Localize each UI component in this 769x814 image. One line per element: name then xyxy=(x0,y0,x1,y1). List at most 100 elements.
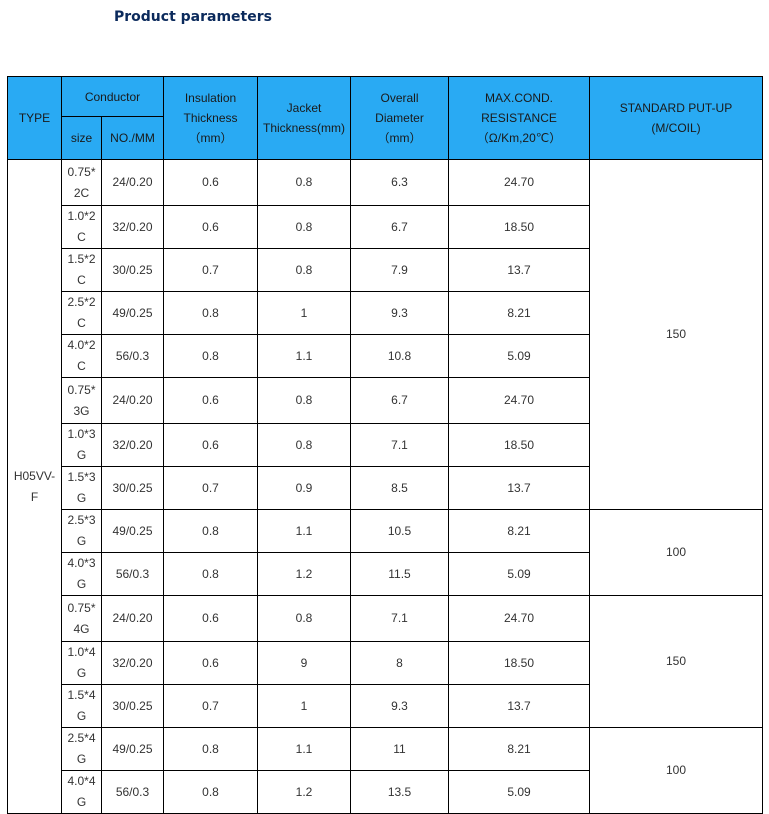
insulation-cell: 0.6 xyxy=(163,377,258,424)
strand-cell: 56/0.3 xyxy=(101,552,164,596)
header-no-mm: NO./MM xyxy=(101,116,164,160)
resistance-cell: 24.70 xyxy=(448,377,590,424)
strand-cell: 24/0.20 xyxy=(101,595,164,642)
resistance-cell: 24.70 xyxy=(448,595,590,642)
put-up-cell: 100 xyxy=(589,509,763,596)
page-title: Product parameters xyxy=(114,9,272,25)
table-body: H05VV-F 0.75*2C 24/0.20 0.6 0.8 6.3 24.70 150 1.… xyxy=(7,159,763,814)
jacket-cell: 0.9 xyxy=(257,466,351,510)
jacket-cell: 9 xyxy=(257,641,351,685)
strand-cell: 56/0.3 xyxy=(101,770,164,814)
insulation-cell: 0.8 xyxy=(163,509,258,553)
strand-cell: 32/0.20 xyxy=(101,205,164,249)
resistance-cell: 5.09 xyxy=(448,334,590,378)
table-row: 4.0*2C 56/0.3 0.8 1.1 10.8 5.09 xyxy=(8,334,763,378)
size-cell: 1.0*2C xyxy=(61,205,102,249)
size-cell: 1.5*3G xyxy=(61,466,102,510)
diameter-cell: 13.5 xyxy=(350,770,449,814)
table-row: 1.0*2C 32/0.20 0.6 0.8 6.7 18.50 xyxy=(8,205,763,249)
insulation-cell: 0.8 xyxy=(163,727,258,771)
resistance-cell: 5.09 xyxy=(448,770,590,814)
strand-cell: 56/0.3 xyxy=(101,334,164,378)
insulation-cell: 0.7 xyxy=(163,466,258,510)
jacket-cell: 0.8 xyxy=(257,377,351,424)
header-conductor: Conductor xyxy=(61,76,164,117)
insulation-cell: 0.6 xyxy=(163,205,258,249)
diameter-cell: 6.3 xyxy=(350,159,449,206)
header-overall-diameter: Overall Diameter （mm） xyxy=(350,76,449,160)
put-up-cell: 150 xyxy=(589,159,763,510)
diameter-cell: 10.5 xyxy=(350,509,449,553)
jacket-cell: 1.1 xyxy=(257,334,351,378)
jacket-cell: 1.1 xyxy=(257,509,351,553)
table-row: 2.5*3G 49/0.25 0.8 1.1 10.5 8.21 100 xyxy=(8,509,763,596)
diameter-cell: 8.5 xyxy=(350,466,449,510)
size-cell: 1.5*2C xyxy=(61,248,102,292)
insulation-cell: 0.7 xyxy=(163,684,258,728)
jacket-cell: 0.8 xyxy=(257,248,351,292)
put-up-cell: 100 xyxy=(589,727,763,814)
insulation-cell: 0.6 xyxy=(163,641,258,685)
insulation-cell: 0.6 xyxy=(163,595,258,642)
size-cell: 4.0*2C xyxy=(61,334,102,378)
diameter-cell: 7.1 xyxy=(350,423,449,467)
type-cell: H05VV-F xyxy=(7,159,62,814)
table-row: 0.75*3G 24/0.20 0.6 0.8 6.7 24.70 xyxy=(8,377,763,424)
jacket-cell: 1.1 xyxy=(257,727,351,771)
strand-cell: 24/0.20 xyxy=(101,377,164,424)
size-cell: 4.0*3G xyxy=(61,552,102,596)
size-cell: 0.75*3G xyxy=(61,377,102,424)
header-size: size xyxy=(61,116,102,160)
resistance-cell: 13.7 xyxy=(448,684,590,728)
strand-cell: 49/0.25 xyxy=(101,291,164,335)
diameter-cell: 8 xyxy=(350,641,449,685)
table-row: H05VV-F 0.75*2C 24/0.20 0.6 0.8 6.3 24.70 150 xyxy=(7,159,763,814)
size-cell: 2.5*4G xyxy=(61,727,102,771)
header-standard-put-up: STANDARD PUT-UP (M/COIL) xyxy=(589,76,763,160)
jacket-cell: 0.8 xyxy=(257,159,351,206)
resistance-cell: 8.21 xyxy=(448,509,590,553)
table-row: 2.5*2C 49/0.25 0.8 1 9.3 8.21 xyxy=(8,291,763,335)
resistance-cell: 5.09 xyxy=(448,552,590,596)
put-up-cell: 150 xyxy=(589,595,763,728)
jacket-cell: 1.2 xyxy=(257,552,351,596)
table-row: 4.0*3G 56/0.3 0.8 1.2 11.5 5.09 xyxy=(8,552,763,596)
strand-cell: 30/0.25 xyxy=(101,466,164,510)
resistance-cell: 18.50 xyxy=(448,423,590,467)
diameter-cell: 9.3 xyxy=(350,291,449,335)
product-parameters-table: TYPE Conductor Insulation Thickness （mm）… xyxy=(7,76,763,814)
size-cell: 1.0*3G xyxy=(61,423,102,467)
diameter-cell: 7.1 xyxy=(350,595,449,642)
header-insulation-thickness: Insulation Thickness （mm） xyxy=(163,76,258,160)
diameter-cell: 11 xyxy=(350,727,449,771)
resistance-cell: 8.21 xyxy=(448,291,590,335)
insulation-cell: 0.8 xyxy=(163,291,258,335)
header-max-resistance: MAX.COND. RESISTANCE （Ω/Km,20℃） xyxy=(448,76,590,160)
strand-cell: 49/0.25 xyxy=(101,509,164,553)
diameter-cell: 7.9 xyxy=(350,248,449,292)
resistance-cell: 18.50 xyxy=(448,205,590,249)
diameter-cell: 10.8 xyxy=(350,334,449,378)
table-row: 1.5*3G 30/0.25 0.7 0.9 8.5 13.7 xyxy=(8,466,763,510)
table-row: 0.75*4G 24/0.20 0.6 0.8 7.1 24.70 150 xyxy=(8,595,763,728)
strand-cell: 32/0.20 xyxy=(101,641,164,685)
diameter-cell: 6.7 xyxy=(350,205,449,249)
jacket-cell: 0.8 xyxy=(257,205,351,249)
diameter-cell: 9.3 xyxy=(350,684,449,728)
insulation-cell: 0.6 xyxy=(163,423,258,467)
insulation-cell: 0.7 xyxy=(163,248,258,292)
table-row: 2.5*4G 49/0.25 0.8 1.1 11 8.21 100 xyxy=(8,727,763,814)
size-cell: 0.75*4G xyxy=(61,595,102,642)
strand-cell: 30/0.25 xyxy=(101,684,164,728)
insulation-cell: 0.8 xyxy=(163,770,258,814)
table-header: TYPE Conductor Insulation Thickness （mm）… xyxy=(7,76,763,160)
resistance-cell: 18.50 xyxy=(448,641,590,685)
insulation-cell: 0.8 xyxy=(163,334,258,378)
resistance-cell: 24.70 xyxy=(448,159,590,206)
size-cell: 1.5*4G xyxy=(61,684,102,728)
strand-cell: 49/0.25 xyxy=(101,727,164,771)
jacket-cell: 0.8 xyxy=(257,595,351,642)
table-row: 1.5*2C 30/0.25 0.7 0.8 7.9 13.7 xyxy=(8,248,763,292)
resistance-cell: 13.7 xyxy=(448,466,590,510)
resistance-cell: 13.7 xyxy=(448,248,590,292)
